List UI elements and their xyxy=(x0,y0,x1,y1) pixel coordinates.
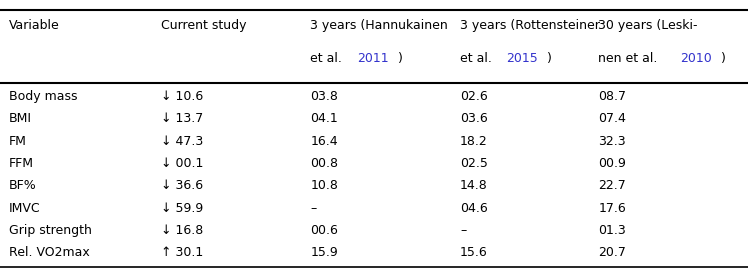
Text: 22.7: 22.7 xyxy=(598,179,626,192)
Text: IMVC: IMVC xyxy=(9,202,40,215)
Text: 03.8: 03.8 xyxy=(310,90,338,103)
Text: ): ) xyxy=(548,52,552,65)
Text: 00.8: 00.8 xyxy=(310,157,338,170)
Text: 02.6: 02.6 xyxy=(460,90,488,103)
Text: 2010: 2010 xyxy=(680,52,712,65)
Text: 10.8: 10.8 xyxy=(310,179,338,192)
Text: 30 years (Leski-: 30 years (Leski- xyxy=(598,19,698,32)
Text: –: – xyxy=(460,224,466,237)
Text: BF%: BF% xyxy=(9,179,37,192)
Text: 15.9: 15.9 xyxy=(310,246,338,259)
Text: nen et al.: nen et al. xyxy=(598,52,662,65)
Text: 3 years (Rottensteiner: 3 years (Rottensteiner xyxy=(460,19,600,32)
Text: 01.3: 01.3 xyxy=(598,224,626,237)
Text: et al.: et al. xyxy=(310,52,346,65)
Text: 07.4: 07.4 xyxy=(598,112,626,125)
Text: 03.6: 03.6 xyxy=(460,112,488,125)
Text: Body mass: Body mass xyxy=(9,90,78,103)
Text: 20.7: 20.7 xyxy=(598,246,626,259)
Text: 14.8: 14.8 xyxy=(460,179,488,192)
Text: 2015: 2015 xyxy=(506,52,538,65)
Text: ↓ 59.9: ↓ 59.9 xyxy=(161,202,203,215)
Text: ): ) xyxy=(721,52,726,65)
Text: 00.6: 00.6 xyxy=(310,224,338,237)
Text: 17.6: 17.6 xyxy=(598,202,626,215)
Text: 04.6: 04.6 xyxy=(460,202,488,215)
Text: et al.: et al. xyxy=(460,52,496,65)
Text: Grip strength: Grip strength xyxy=(9,224,92,237)
Text: 00.9: 00.9 xyxy=(598,157,626,170)
Text: ↓ 10.6: ↓ 10.6 xyxy=(161,90,203,103)
Text: 02.5: 02.5 xyxy=(460,157,488,170)
Text: 08.7: 08.7 xyxy=(598,90,626,103)
Text: 04.1: 04.1 xyxy=(310,112,338,125)
Text: BMI: BMI xyxy=(9,112,32,125)
Text: Rel. VO2max: Rel. VO2max xyxy=(9,246,90,259)
Text: ↑ 30.1: ↑ 30.1 xyxy=(161,246,203,259)
Text: FFM: FFM xyxy=(9,157,34,170)
Text: 3 years (Hannukainen: 3 years (Hannukainen xyxy=(310,19,448,32)
Text: ↓ 16.8: ↓ 16.8 xyxy=(161,224,203,237)
Text: FM: FM xyxy=(9,135,27,148)
Text: –: – xyxy=(310,202,316,215)
Text: Current study: Current study xyxy=(161,19,246,32)
Text: 2011: 2011 xyxy=(357,52,388,65)
Text: ↓ 13.7: ↓ 13.7 xyxy=(161,112,203,125)
Text: 32.3: 32.3 xyxy=(598,135,626,148)
Text: ↓ 36.6: ↓ 36.6 xyxy=(161,179,203,192)
Text: ): ) xyxy=(397,52,402,65)
Text: 18.2: 18.2 xyxy=(460,135,488,148)
Text: ↓ 00.1: ↓ 00.1 xyxy=(161,157,203,170)
Text: Variable: Variable xyxy=(9,19,60,32)
Text: 15.6: 15.6 xyxy=(460,246,488,259)
Text: ↓ 47.3: ↓ 47.3 xyxy=(161,135,203,148)
Text: 16.4: 16.4 xyxy=(310,135,338,148)
